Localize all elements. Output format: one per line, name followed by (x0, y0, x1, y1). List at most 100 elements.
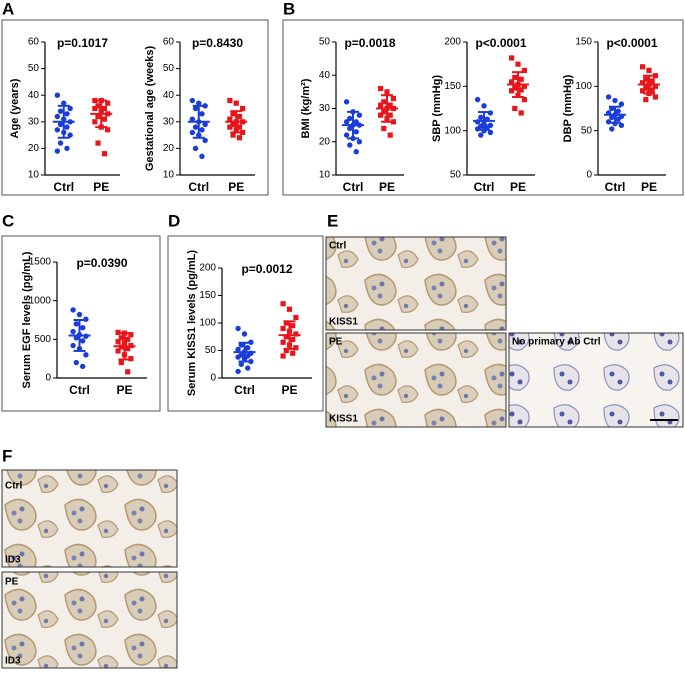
data-point (236, 113, 243, 120)
data-point (283, 320, 289, 326)
panel-letter: D (168, 211, 180, 230)
y-tick-label: 40 (28, 90, 40, 101)
data-point (54, 113, 61, 120)
x-tick-label: Ctrl (53, 180, 74, 194)
y-tick-label: 30 (319, 103, 331, 114)
data-point (356, 139, 363, 145)
data-point (518, 76, 524, 82)
data-point (230, 132, 236, 138)
y-tick-label: 1000 (29, 295, 52, 306)
panel-frame (282, 19, 684, 196)
data-point (347, 125, 353, 132)
data-point (512, 105, 518, 112)
annotation: p=0.0018 (344, 36, 395, 50)
data-point (378, 102, 384, 108)
data-point (293, 314, 299, 321)
data-point (105, 100, 111, 106)
data-point (192, 105, 199, 112)
data-point (283, 347, 289, 354)
data-point (199, 153, 205, 160)
micrograph-stain: ID3 (5, 656, 21, 667)
x-tick-label: PE (93, 180, 109, 194)
data-point (347, 142, 353, 148)
x-tick-label: PE (641, 180, 657, 194)
y-tick-label: 150 (199, 290, 216, 301)
data-point (618, 101, 625, 107)
data-point (70, 328, 76, 335)
data-point (478, 114, 484, 121)
panel-letter: A (2, 0, 14, 18)
data-point (381, 99, 387, 105)
data-point (95, 140, 101, 146)
micrograph (325, 236, 507, 331)
data-point (615, 116, 621, 122)
data-point (70, 342, 76, 349)
data-point (189, 116, 196, 122)
data-point (235, 354, 241, 360)
data-point (92, 105, 98, 112)
data-point (640, 88, 646, 94)
y-tick-label: 40 (319, 70, 331, 81)
data-point (92, 119, 98, 125)
y-axis-label: DBP (mmHg) (562, 74, 574, 142)
data-point (609, 126, 615, 132)
data-point (387, 112, 393, 118)
data-point (236, 124, 243, 130)
data-point (238, 361, 244, 367)
y-tick-label: 10 (163, 170, 175, 181)
data-point (70, 307, 76, 313)
data-point (128, 356, 134, 362)
y-tick-label: 1500 (29, 257, 52, 268)
data-point (199, 127, 205, 133)
micrograph-stain: ID3 (5, 555, 21, 566)
data-point (64, 145, 70, 152)
micrograph-label: No primary Ab Ctrl (512, 337, 601, 348)
data-point (643, 97, 649, 103)
x-tick-label: Ctrl (234, 383, 255, 397)
data-point (80, 363, 86, 370)
data-point (484, 124, 490, 130)
data-point (95, 103, 101, 109)
y-tick-label: 40 (163, 90, 175, 101)
y-axis-label: BMI (kg/m²) (300, 78, 312, 138)
data-point (378, 112, 384, 118)
data-point (235, 346, 241, 353)
data-point (189, 97, 196, 104)
panel-letter: F (2, 446, 12, 465)
data-point (196, 100, 202, 106)
micrograph-label: Ctrl (5, 481, 22, 492)
x-tick-label: Ctrl (605, 180, 626, 194)
data-point (67, 105, 73, 112)
data-point (192, 145, 199, 152)
micrograph (1, 571, 178, 669)
y-tick-label: 0 (586, 170, 592, 181)
data-point (227, 124, 233, 130)
data-point (518, 87, 524, 93)
data-point (54, 92, 61, 98)
y-tick-label: 0 (210, 373, 216, 384)
data-point (609, 114, 615, 121)
data-point (518, 110, 524, 116)
data-point (618, 122, 625, 129)
panel-letter: B (283, 0, 295, 18)
data-point (67, 132, 73, 138)
micrograph-label: PE (5, 577, 19, 588)
x-tick-label: PE (228, 180, 244, 194)
data-point (286, 306, 293, 312)
y-axis-label: Gestational age (weeks) (144, 46, 156, 172)
y-tick-label: 20 (163, 143, 175, 154)
y-tick-label: 50 (28, 63, 40, 74)
data-point (283, 334, 289, 340)
data-point (509, 79, 515, 85)
data-point (643, 85, 649, 91)
y-tick-label: 50 (581, 125, 593, 136)
y-tick-label: 500 (34, 334, 51, 345)
data-point (73, 359, 80, 366)
data-point (115, 348, 121, 354)
panel-letter: C (2, 211, 14, 230)
micrograph-label: Ctrl (329, 241, 346, 252)
data-point (57, 121, 64, 128)
data-point (73, 321, 80, 327)
